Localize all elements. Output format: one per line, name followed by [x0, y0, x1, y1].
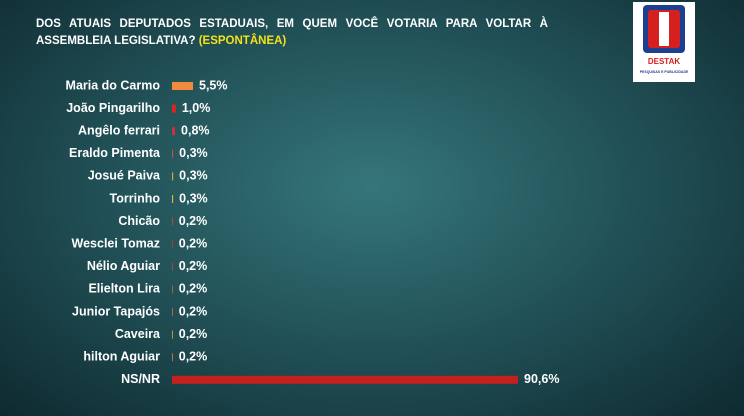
logo-shape: [659, 12, 669, 46]
value-label: 0,3%: [179, 191, 208, 205]
logo-name: DESTAK: [648, 57, 681, 66]
value-label: 0,2%: [179, 214, 208, 228]
value-label: 0,2%: [179, 327, 208, 341]
category-label: Junior Tapajós: [72, 304, 160, 318]
logo-graphic: DESTAK PESQUISAS E PUBLICIDADE: [640, 5, 689, 74]
title-block: DOS ATUAIS DEPUTADOS ESTADUAIS, EM QUEM …: [36, 16, 548, 50]
logo: DESTAK PESQUISAS E PUBLICIDADE: [633, 2, 695, 82]
value-label: 0,2%: [179, 259, 208, 273]
category-label: Nélio Aguiar: [87, 259, 160, 273]
logo-tagline: PESQUISAS E PUBLICIDADE: [640, 70, 689, 74]
bar: [172, 330, 173, 339]
category-label: Wesclei Tomaz: [72, 236, 160, 250]
bar: [172, 240, 173, 249]
bar: [172, 172, 174, 181]
category-label: NS/NR: [121, 372, 160, 386]
bar: [172, 127, 176, 136]
category-label: João Pingarilho: [66, 101, 160, 115]
bar: [172, 149, 174, 158]
bar: [172, 82, 194, 90]
bar: [172, 262, 173, 271]
category-label: Caveira: [115, 327, 161, 341]
category-label: Chicão: [118, 214, 160, 228]
value-label: 0,3%: [179, 146, 208, 160]
value-label: 0,2%: [179, 304, 208, 318]
value-label: 0,3%: [179, 169, 208, 183]
bar: [172, 285, 173, 294]
bar: [172, 308, 173, 316]
value-label: 0,8%: [181, 123, 210, 137]
bar: [172, 195, 174, 203]
value-label: 0,2%: [179, 236, 208, 250]
value-label: 5,5%: [199, 78, 228, 92]
bar: [172, 217, 173, 226]
category-label: Elielton Lira: [88, 282, 161, 296]
chart-title: DOS ATUAIS DEPUTADOS ESTADUAIS, EM QUEM …: [36, 18, 548, 47]
category-label: Angêlo ferrari: [78, 123, 160, 137]
value-label: 0,2%: [179, 282, 208, 296]
value-label: 1,0%: [182, 101, 211, 115]
bar: [172, 375, 518, 384]
bar: [172, 353, 173, 362]
value-label: 90,6%: [524, 372, 559, 386]
category-label: Josué Paiva: [88, 169, 161, 183]
category-label: hilton Aguiar: [83, 349, 160, 363]
chart-subtitle: (ESPONTÂNEA): [198, 35, 287, 47]
category-label: Maria do Carmo: [66, 78, 161, 92]
category-label: Torrinho: [110, 191, 161, 205]
category-label: Eraldo Pimenta: [69, 146, 161, 160]
value-label: 0,2%: [179, 349, 208, 363]
bar: [172, 104, 176, 113]
